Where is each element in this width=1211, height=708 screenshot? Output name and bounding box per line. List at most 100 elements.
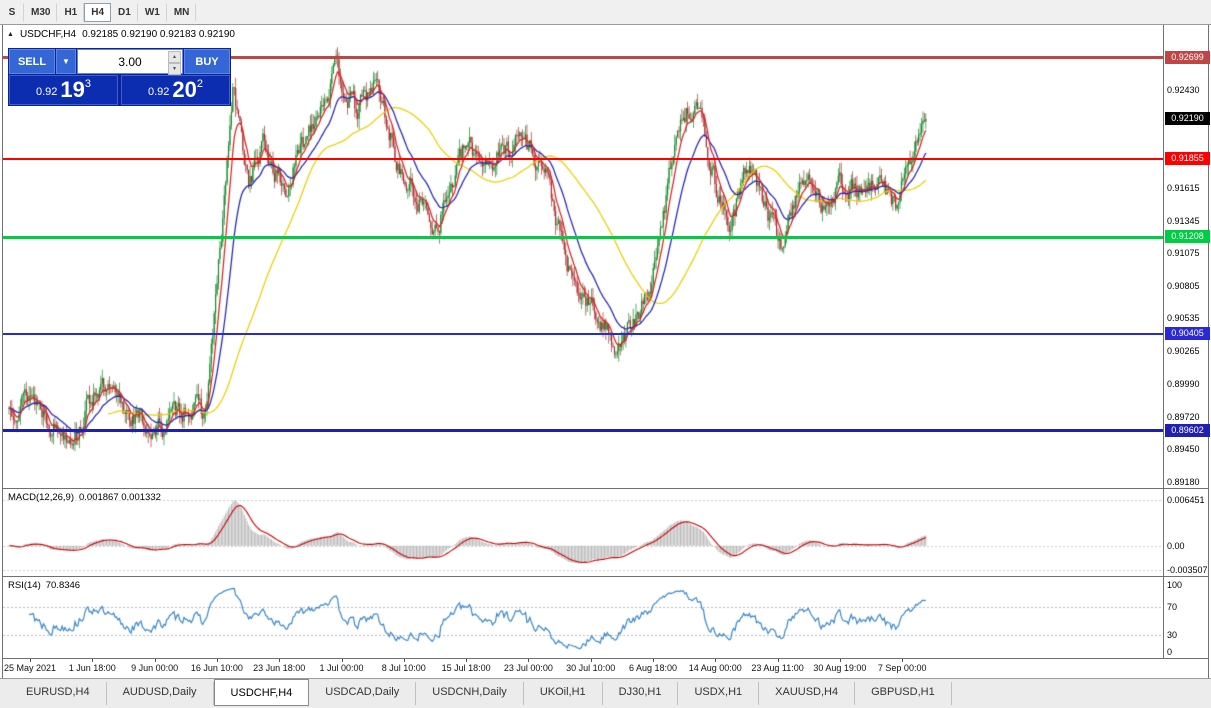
rsi-scale-label: 100 xyxy=(1167,580,1183,590)
time-axis-label: 30 Aug 19:00 xyxy=(813,663,867,673)
rsi-name: RSI(14) xyxy=(8,580,41,591)
rsi-scale-label: 30 xyxy=(1167,630,1178,641)
one-click-collapse-icon[interactable]: ▲ xyxy=(7,31,14,38)
buy-button[interactable]: BUY xyxy=(184,49,230,74)
chart-left-border xyxy=(2,25,3,678)
chart-tab-xauusd[interactable]: XAUUSD,H4 xyxy=(759,682,856,705)
timeframe-button-h4[interactable]: H4 xyxy=(84,2,112,22)
macd-scale-label: -0.003507 xyxy=(1167,565,1208,576)
buy-price-display[interactable]: 0.92 20 2 xyxy=(121,75,230,105)
price-scale-label: 0.90535 xyxy=(1167,313,1200,324)
volume-decrease-icon[interactable]: ▼ xyxy=(168,63,181,75)
time-axis-tick xyxy=(777,659,779,662)
rsi-scale-label: 70 xyxy=(1167,601,1178,612)
one-click-trading-panel: SELL ▼ 3.00 ▲ ▼ BUY 0.92 19 3 0.92 20 2 xyxy=(8,48,231,106)
price-scale-label: 0.90805 xyxy=(1167,280,1200,291)
chart-title: ▲ USDCHF,H4 0.92185 0.92190 0.92183 0.92… xyxy=(7,29,235,40)
price-scale-label: 0.89720 xyxy=(1167,411,1200,422)
time-axis-label: 1 Jun 18:00 xyxy=(68,663,116,673)
time-axis-tick xyxy=(279,659,281,662)
time-axis-label: 16 Jun 10:00 xyxy=(190,663,243,673)
time-axis-tick xyxy=(653,659,654,662)
rsi-value: 70.8346 xyxy=(45,580,81,591)
rsi-scale-label: 0 xyxy=(1167,647,1173,657)
timeframe-button-s[interactable]: S xyxy=(0,2,24,22)
timeframe-button-w1[interactable]: W1 xyxy=(138,2,167,22)
time-axis-label: 6 Aug 18:00 xyxy=(628,663,678,673)
time-axis-label: 8 Jul 10:00 xyxy=(381,663,426,673)
price-line-tag: 0.92699 xyxy=(1165,50,1210,64)
time-axis-tick xyxy=(590,659,592,662)
macd-panel-separator[interactable] xyxy=(3,488,1208,489)
time-axis-tick xyxy=(92,659,94,662)
volume-value: 3.00 xyxy=(118,54,142,69)
macd-name: MACD(12,26,9) xyxy=(8,492,74,503)
chart-tab-dj30[interactable]: DJ30,H1 xyxy=(603,682,679,705)
chart-symbol-period: USDCHF,H4 xyxy=(19,29,77,40)
chart-tab-usdchf[interactable]: USDCHF,H4 xyxy=(213,679,310,706)
macd-panel-canvas[interactable] xyxy=(3,489,1163,576)
time-axis-label: 23 Aug 11:00 xyxy=(751,663,804,673)
timeframe-button-mn[interactable]: MN xyxy=(167,2,197,22)
time-axis-tick xyxy=(154,659,156,662)
buy-price-prefix: 0.92 xyxy=(147,86,170,98)
macd-values: 0.001867 0.001332 xyxy=(79,492,161,503)
time-axis-tick xyxy=(403,659,405,662)
sell-button[interactable]: SELL xyxy=(9,49,55,74)
sell-price-display[interactable]: 0.92 19 3 xyxy=(9,75,118,105)
chevron-down-icon: ▼ xyxy=(62,57,70,66)
time-axis-tick xyxy=(466,659,468,662)
time-axis-tick xyxy=(341,659,343,662)
time-axis-label: 30 Jul 10:00 xyxy=(566,663,616,673)
time-axis-tick xyxy=(902,659,904,662)
price-scale-label: 0.91075 xyxy=(1167,248,1200,259)
chart-tab-audusd[interactable]: AUDUSD,Daily xyxy=(107,682,214,705)
time-axis-label: 23 Jul 00:00 xyxy=(503,663,553,673)
time-axis-label: 7 Sep 00:00 xyxy=(877,663,927,673)
timeframe-button-h1[interactable]: H1 xyxy=(57,2,85,22)
price-line-tag: 0.91855 xyxy=(1165,152,1210,166)
time-axis-tick xyxy=(715,659,717,662)
bid-price-tag: 0.92190 xyxy=(1165,111,1210,125)
time-axis-tick xyxy=(839,659,841,662)
sell-price-main: 19 xyxy=(60,77,85,102)
price-scale-label: 0.89990 xyxy=(1167,379,1200,390)
macd-scale-label: 0.006451 xyxy=(1167,495,1205,506)
time-axis-label: 9 Jun 00:00 xyxy=(131,663,179,673)
time-axis-label: 23 Jun 18:00 xyxy=(253,663,306,673)
chart-tab-gbpusd[interactable]: GBPUSD,H1 xyxy=(855,682,952,705)
time-axis-tick xyxy=(528,659,530,662)
chart-tab-usdx[interactable]: USDX,H1 xyxy=(678,682,760,705)
rsi-indicator-label: RSI(14) 70.8346 xyxy=(8,580,85,591)
sell-price-pip: 3 xyxy=(84,78,92,90)
order-options-button[interactable]: ▼ xyxy=(56,49,76,74)
price-scale-label: 0.91345 xyxy=(1167,215,1200,226)
price-line-tag: 0.90405 xyxy=(1165,327,1210,341)
timeframe-button-m30[interactable]: M30 xyxy=(24,2,58,22)
macd-indicator-label: MACD(12,26,9) 0.001867 0.001332 xyxy=(8,492,166,503)
time-axis-separator xyxy=(3,658,1208,659)
price-scale-label: 0.90265 xyxy=(1167,345,1200,356)
volume-field[interactable]: 3.00 ▲ ▼ xyxy=(77,49,183,75)
volume-stepper: ▲ ▼ xyxy=(168,51,181,75)
chart-tab-eurusd[interactable]: EURUSD,H4 xyxy=(10,682,107,705)
chart-tab-usdcnh[interactable]: USDCNH,Daily xyxy=(416,682,524,705)
timeframe-button-d1[interactable]: D1 xyxy=(111,2,138,22)
chart-tab-ukoil[interactable]: UKOil,H1 xyxy=(524,682,603,705)
rsi-panel-separator[interactable] xyxy=(3,576,1208,577)
time-axis-label: 25 May 2021 xyxy=(3,663,57,673)
buy-price-pip: 2 xyxy=(196,78,204,90)
chart-ohlc-values: 0.92185 0.92190 0.92183 0.92190 xyxy=(82,29,235,40)
timeframe-toolbar: S M30 H1 H4 D1 W1 MN xyxy=(0,0,1211,25)
chart-tab-usdcad[interactable]: USDCAD,Daily xyxy=(309,682,417,705)
rsi-panel-canvas[interactable] xyxy=(3,577,1163,658)
time-axis-label: 14 Aug 00:00 xyxy=(688,663,742,673)
price-scale-label: 0.92430 xyxy=(1167,85,1200,96)
time-axis-tick xyxy=(30,659,31,662)
price-scale-label: 0.91615 xyxy=(1167,183,1200,194)
buy-price-main: 20 xyxy=(172,77,197,102)
price-line-tag: 0.91208 xyxy=(1165,230,1210,244)
volume-increase-icon[interactable]: ▲ xyxy=(168,51,181,63)
time-axis-label: 15 Jul 18:00 xyxy=(441,663,491,673)
